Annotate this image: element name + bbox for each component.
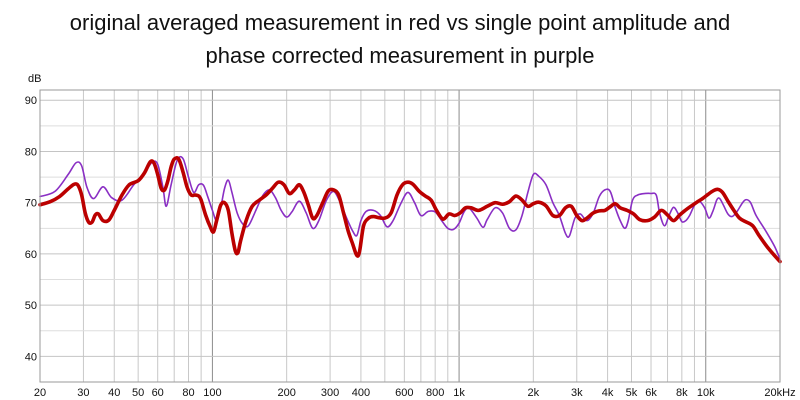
x-tick-label: 800 <box>426 387 444 399</box>
x-tick-label: 30 <box>77 387 89 399</box>
plot-area <box>40 90 780 382</box>
x-tick-label: 6k <box>645 387 657 399</box>
x-tick-label: 1k <box>453 387 465 399</box>
y-tick-label: 80 <box>25 146 37 158</box>
y-tick-label: 60 <box>25 249 37 261</box>
y-tick-label: 70 <box>25 198 37 210</box>
x-tick-label: 200 <box>277 387 295 399</box>
x-tick-label: 20 <box>34 387 46 399</box>
chart-title-line-1: original averaged measurement in red vs … <box>69 10 731 35</box>
y-tick-label: 50 <box>25 300 37 312</box>
x-tick-label: 20kHz <box>764 387 795 399</box>
x-tick-label: 50 <box>132 387 144 399</box>
series-layer <box>38 155 782 264</box>
y-axis-label: dB <box>28 73 41 85</box>
x-tick-label: 60 <box>152 387 164 399</box>
series-line-purple-corrected <box>39 155 781 260</box>
x-tick-label: 400 <box>352 387 370 399</box>
x-tick-label: 8k <box>676 387 688 399</box>
plot-frame <box>39 89 781 383</box>
grid-lines <box>40 90 780 382</box>
x-tick-label: 4k <box>602 387 614 399</box>
x-tick-label: 100 <box>203 387 221 399</box>
x-tick-label: 2k <box>528 387 540 399</box>
y-tick-label: 40 <box>25 351 37 363</box>
series-line-red-original <box>38 156 782 264</box>
x-tick-label: 3k <box>571 387 583 399</box>
x-tick-label: 80 <box>182 387 194 399</box>
x-tick-label: 40 <box>108 387 120 399</box>
x-tick-label: 300 <box>321 387 339 399</box>
x-tick-label: 10k <box>697 387 715 399</box>
x-tick-label: 5k <box>626 387 638 399</box>
y-tick-label: 90 <box>25 95 37 107</box>
x-tick-label: 600 <box>395 387 413 399</box>
chart-title-line-2: phase corrected measurement in purple <box>205 43 595 68</box>
tick-labels: 90 80 70 60 50 40 20 30 40 50 60 80 100 200 300 400 600 8… <box>25 95 796 399</box>
